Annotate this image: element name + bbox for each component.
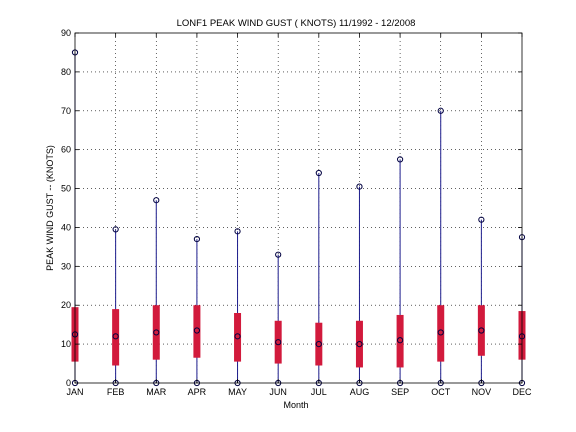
x-tick-labels: JAN FEB MAR APR MAY JUN JUL AUG SEP OCT NOV DEC bbox=[66, 33, 532, 397]
median-marker bbox=[234, 333, 241, 340]
y-tick-label: 10 bbox=[61, 339, 71, 349]
box-iqr bbox=[112, 309, 120, 366]
median-marker bbox=[396, 337, 404, 344]
axes-frame bbox=[74, 32, 523, 384]
box-iqr bbox=[274, 320, 282, 364]
box-iqr bbox=[355, 320, 363, 368]
x-tick-label: SEP bbox=[391, 387, 409, 397]
markers bbox=[71, 49, 526, 387]
x-tick-label: AUG bbox=[350, 387, 370, 397]
max-marker bbox=[356, 183, 363, 190]
median-marker bbox=[153, 329, 160, 336]
x-tick-label: OCT bbox=[431, 387, 451, 397]
y-tick-label: 80 bbox=[61, 67, 71, 77]
y-tick-label: 40 bbox=[61, 222, 71, 232]
box-iqr bbox=[477, 305, 485, 356]
y-tick-label: 90 bbox=[61, 28, 71, 38]
median-marker bbox=[315, 341, 322, 348]
max-marker bbox=[193, 236, 201, 243]
median-marker bbox=[356, 341, 363, 348]
x-tick-label: JAN bbox=[66, 387, 83, 397]
y-tick-label: 20 bbox=[61, 300, 71, 310]
x-tick-label: APR bbox=[188, 387, 207, 397]
x-tick-label: DEC bbox=[512, 387, 532, 397]
box-iqr bbox=[193, 305, 201, 358]
box-iqr bbox=[234, 313, 242, 362]
median-marker bbox=[112, 333, 119, 340]
y-tick-label: 60 bbox=[61, 145, 71, 155]
box-iqr bbox=[437, 305, 445, 362]
y-tick-label: 30 bbox=[61, 261, 71, 271]
x-tick-label: NOV bbox=[472, 387, 492, 397]
chart-title: LONF1 PEAK WIND GUST ( KNOTS) 11/1992 - … bbox=[177, 18, 416, 29]
y-tick-label: 70 bbox=[61, 106, 71, 116]
x-tick-label: MAY bbox=[228, 387, 247, 397]
x-tick-label: JUN bbox=[269, 387, 287, 397]
max-marker bbox=[437, 107, 444, 114]
median-marker bbox=[437, 329, 444, 336]
box-iqr bbox=[396, 314, 404, 368]
median-marker bbox=[478, 327, 485, 334]
y-tick-label: 50 bbox=[61, 184, 71, 194]
grid-lines bbox=[75, 33, 522, 383]
y-tick-labels: 0 10 20 30 40 50 60 70 80 90 bbox=[61, 28, 522, 388]
max-marker bbox=[478, 216, 485, 223]
boxes bbox=[71, 305, 526, 368]
box-iqr bbox=[315, 322, 323, 366]
median-marker bbox=[275, 339, 282, 346]
whiskers bbox=[74, 52, 523, 383]
x-tick-label: FEB bbox=[107, 387, 125, 397]
max-marker bbox=[275, 251, 282, 258]
max-marker bbox=[234, 228, 241, 235]
median-marker bbox=[193, 327, 201, 334]
max-marker bbox=[153, 197, 160, 204]
max-marker bbox=[112, 226, 119, 233]
x-tick-label: MAR bbox=[146, 387, 167, 397]
y-tick-label: 0 bbox=[66, 378, 71, 388]
y-axis-label: PEAK WIND GUST -- (KNOTS) bbox=[45, 145, 55, 271]
x-axis-label: Month bbox=[283, 400, 308, 410]
box-iqr bbox=[152, 305, 160, 360]
max-marker bbox=[396, 156, 404, 163]
x-tick-label: JUL bbox=[311, 387, 327, 397]
max-marker bbox=[315, 169, 322, 177]
